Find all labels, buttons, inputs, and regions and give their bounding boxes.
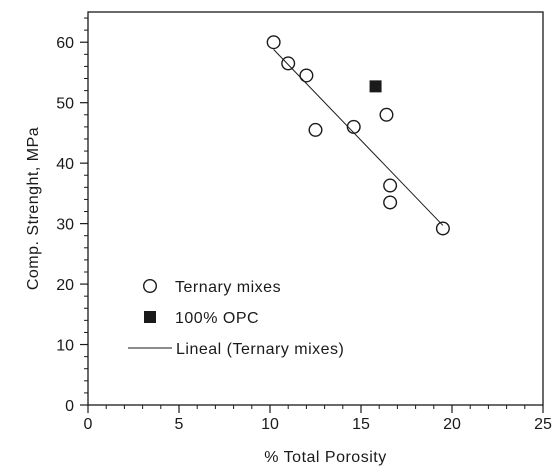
x-tick-label: 15 — [352, 416, 370, 433]
y-tick-label: 20 — [56, 277, 74, 294]
data-point-ternary — [266, 35, 281, 50]
legend-label: Lineal (Ternary mixes) — [176, 341, 344, 358]
x-tick-label: 25 — [534, 416, 552, 433]
x-tick-label: 20 — [443, 416, 461, 433]
data-point-opc — [369, 80, 382, 93]
legend-item: Lineal (Ternary mixes) — [128, 341, 344, 358]
plot-area-frame — [87, 11, 544, 406]
series-1 — [369, 80, 382, 93]
legend-item: Ternary mixes — [142, 279, 281, 296]
data-point-ternary — [383, 178, 398, 193]
y-tick-label: 10 — [56, 338, 74, 355]
data-point-ternary — [379, 107, 394, 122]
x-axis-label: % Total Porosity — [264, 449, 386, 466]
y-tick-label: 40 — [56, 156, 74, 173]
x-tick-label: 0 — [84, 416, 93, 433]
legend: Ternary mixes 100% OPC Lineal (Ternary mix… — [128, 279, 344, 358]
data-point-ternary — [435, 221, 450, 236]
x-tick-label: 10 — [261, 416, 279, 433]
legend-item: 100% OPC — [144, 310, 259, 327]
y-tick-label: 50 — [56, 96, 74, 113]
series-0 — [266, 35, 450, 236]
series-2 — [273, 49, 444, 226]
data-point-ternary — [346, 119, 361, 134]
legend-marker-circle — [142, 279, 157, 294]
legend-label: Ternary mixes — [175, 279, 281, 296]
legend-label: 100% OPC — [175, 310, 259, 327]
y-tick-label: 30 — [56, 217, 74, 234]
legend-marker-square — [144, 311, 156, 323]
trendline — [273, 49, 444, 226]
minor-ticks — [84, 17, 526, 409]
x-tick-label: 5 — [175, 416, 184, 433]
data-point-ternary — [383, 195, 398, 210]
major-ticks — [80, 41, 544, 413]
tick-labels: 0 5 10 15 20 25 0 10 20 30 40 50 60 — [56, 35, 552, 433]
y-axis-label: Comp. Strenght, MPa — [25, 127, 42, 290]
y-tick-label: 0 — [65, 398, 74, 415]
data-point-ternary — [299, 68, 314, 83]
data-point-ternary — [308, 122, 323, 137]
data-marks — [266, 35, 450, 236]
y-tick-label: 60 — [56, 35, 74, 52]
data-point-ternary — [281, 56, 296, 71]
